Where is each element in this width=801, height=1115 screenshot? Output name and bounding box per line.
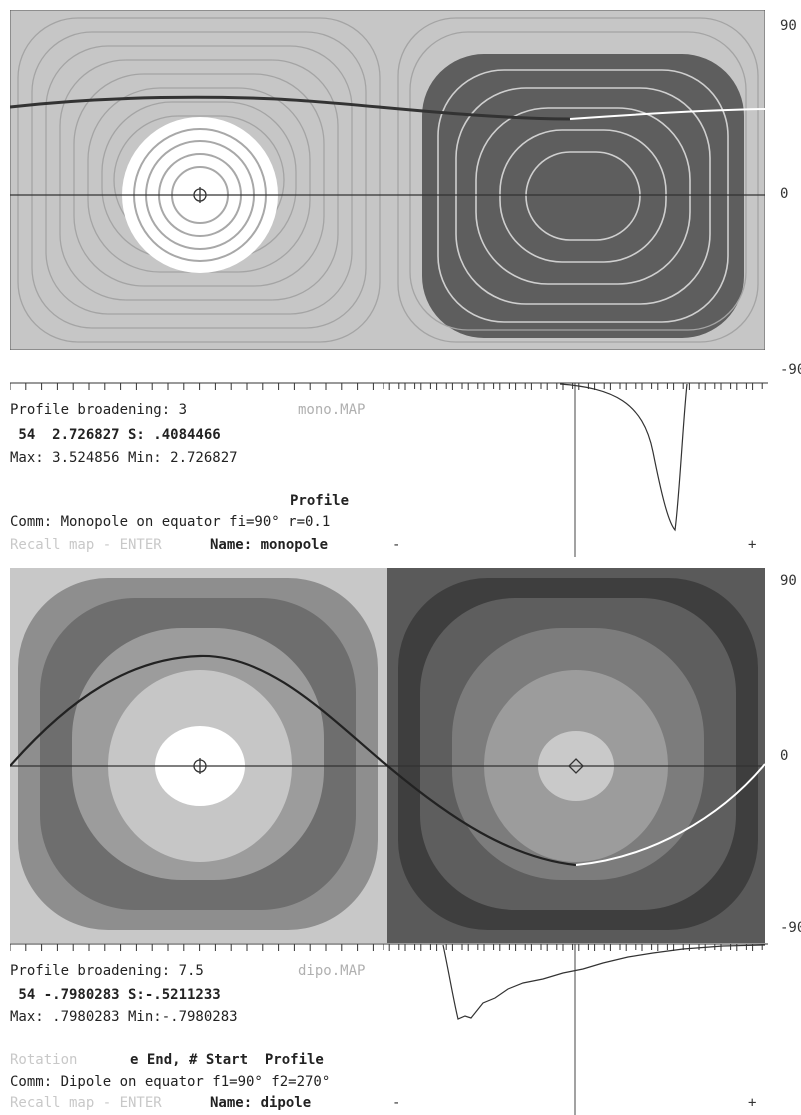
- center-marker-icon[interactable]: [193, 187, 207, 203]
- profile-minus[interactable]: -: [392, 537, 401, 553]
- monopole-panel: 90 0 -90 Profile broadening: 3 mono.MAP …: [10, 10, 801, 557]
- profile-track: [10, 654, 577, 867]
- rotation-mode[interactable]: Rotation: [10, 1052, 78, 1068]
- secondary-marker-icon[interactable]: [568, 758, 584, 774]
- monopole-map[interactable]: [10, 10, 765, 350]
- lat-label-90: 90: [780, 573, 797, 589]
- profile-broadening-text: Profile broadening: 3: [10, 402, 188, 418]
- profile-minus[interactable]: -: [392, 1095, 401, 1111]
- profile-track: [10, 95, 571, 121]
- file-name: dipo.MAP: [298, 963, 366, 979]
- lat-label-neg90: -90: [780, 920, 801, 936]
- profile-graph[interactable]: [383, 943, 768, 1115]
- recall-map-prompt[interactable]: Recall map - ENTER: [10, 537, 162, 553]
- mode-label[interactable]: Profile: [290, 493, 350, 509]
- profile-plus[interactable]: +: [748, 1095, 757, 1111]
- profile-plus[interactable]: +: [748, 537, 757, 553]
- max-min-line: Max: .7980283 Min:-.7980283: [10, 1009, 238, 1025]
- stats-line: 54 2.726827 S: .4084466: [10, 427, 221, 443]
- lat-label-0: 0: [780, 186, 789, 202]
- lat-label-90: 90: [780, 18, 797, 34]
- profile-curve: [442, 944, 766, 1020]
- center-marker-icon[interactable]: [193, 758, 207, 774]
- dipole-map[interactable]: [10, 568, 765, 943]
- recall-map-prompt[interactable]: Recall map - ENTER: [10, 1095, 162, 1111]
- map-name[interactable]: Name: monopole: [210, 537, 329, 553]
- dipole-panel: 90 0 -90 Profile broadening: 7.5 dipo.MA…: [0, 558, 801, 1115]
- lat-label-0: 0: [780, 748, 789, 764]
- mode-label[interactable]: e End, # Start Profile: [130, 1052, 324, 1068]
- profile-graph[interactable]: [383, 382, 768, 557]
- comment-line: Comm: Monopole on equator fi=90° r=0.1: [10, 514, 331, 530]
- profile-curve: [559, 383, 688, 532]
- file-name: mono.MAP: [298, 402, 366, 418]
- profile-broadening-text: Profile broadening: 7.5: [10, 963, 204, 979]
- comment-line: Comm: Dipole on equator f1=90° f2=270°: [10, 1074, 331, 1090]
- lat-label-neg90: -90: [780, 362, 801, 378]
- monopole-low-region: [422, 54, 744, 338]
- map-name[interactable]: Name: dipole: [210, 1095, 312, 1111]
- max-min-line: Max: 3.524856 Min: 2.726827: [10, 450, 238, 466]
- stats-line: 54 -.7980283 S:-.5211233: [10, 987, 221, 1003]
